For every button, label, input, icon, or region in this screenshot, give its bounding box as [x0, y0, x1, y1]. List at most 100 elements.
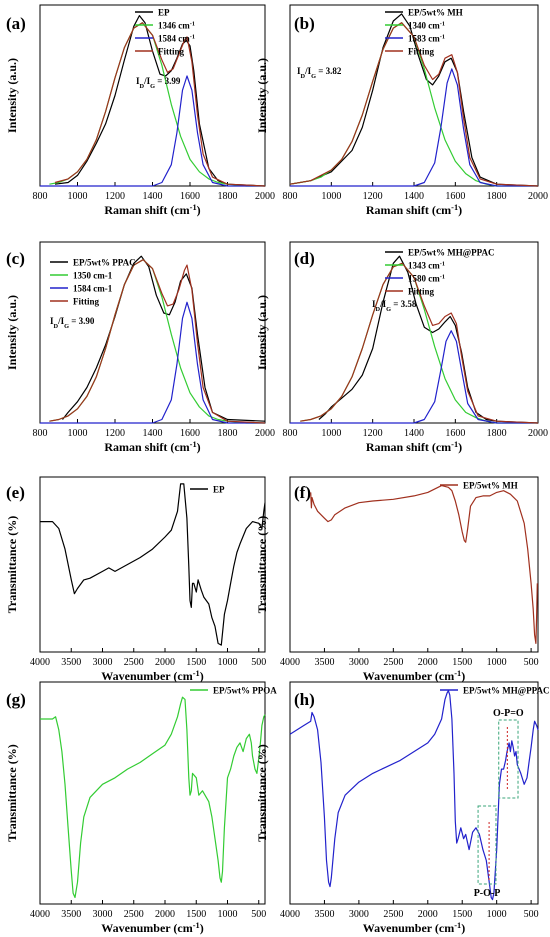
ratio-label: ID/IG = 3.90	[50, 316, 95, 330]
x-tick-label: 2000	[418, 909, 438, 920]
x-tick-label: 1000	[218, 909, 238, 920]
x-tick-label: 1200	[105, 428, 125, 439]
legend-entry: EP	[213, 485, 225, 495]
x-axis-label: Raman shift (cm-1)	[104, 203, 200, 218]
x-tick-label: 800	[33, 191, 48, 202]
y-axis-label: Intensity (a.u.)	[5, 295, 19, 370]
legend-entry: EP/5wt% MH@PPAC	[463, 686, 549, 696]
p-o-p-box	[477, 805, 497, 885]
x-tick-label: 2500	[383, 909, 403, 920]
panel-label: (f)	[294, 483, 311, 502]
x-tick-label: 1400	[143, 428, 163, 439]
x-tick-label: 1000	[487, 909, 507, 920]
x-tick-label: 1600	[180, 428, 200, 439]
legend-entry: EP	[158, 8, 170, 18]
ratio-label: ID/IG = 3.58	[372, 299, 417, 313]
panel-d: 800 1000 1200 1400 1600 1800 2000 Raman shift (…	[255, 241, 548, 454]
y-axis-label: Intensity (a.u.)	[255, 58, 269, 133]
x-tick-label: 3500	[314, 657, 334, 668]
x-tick-label: 1500	[452, 909, 472, 920]
legend-entry: 1580 cm-1	[408, 273, 445, 284]
x-tick-label: 2000	[528, 428, 548, 439]
x-axis-label: Wavenumber (cm-1)	[101, 921, 203, 936]
x-tick-label: 2000	[155, 657, 175, 668]
x-tick-label: 500	[524, 657, 539, 668]
panel-label: (b)	[294, 14, 315, 33]
y-axis-label: Intensity (a.u.)	[5, 58, 19, 133]
legend-entry: 1584 cm-1	[73, 284, 113, 294]
x-tick-label: 800	[283, 428, 298, 439]
panel-h: 4000 3500 3000 2500 2000 1500 1000 500 Wavenumbe…	[255, 681, 549, 936]
x-tick-label: 2500	[124, 909, 144, 920]
series-line	[289, 22, 539, 187]
x-tick-label: 2000	[155, 909, 175, 920]
series-line	[310, 485, 538, 645]
series-line	[54, 15, 266, 187]
panel-b: 800 1000 1200 1400 1600 1800 2000 Raman shift (…	[255, 4, 548, 217]
x-tick-label: 500	[251, 657, 266, 668]
x-tick-label: 2500	[124, 657, 144, 668]
plot-frame	[289, 4, 539, 187]
plot-frame	[39, 476, 266, 653]
x-tick-label: 4000	[280, 657, 300, 668]
x-tick-label: 3000	[93, 657, 113, 668]
y-axis-label: Transmittance (%)	[255, 744, 269, 841]
series-line	[40, 301, 265, 424]
x-tick-label: 3000	[349, 657, 369, 668]
x-tick-label: 1200	[363, 191, 383, 202]
legend-entry: EP/5wt% PPOA	[213, 686, 277, 696]
legend-entry: Fitting	[408, 287, 434, 297]
x-tick-label: 500	[524, 909, 539, 920]
x-tick-label: 500	[251, 909, 266, 920]
x-axis-label: Wavenumber (cm-1)	[363, 921, 465, 936]
panel-label: (a)	[6, 14, 26, 33]
x-tick-label: 3000	[349, 909, 369, 920]
x-tick-label: 1500	[452, 657, 472, 668]
x-tick-label: 1000	[218, 657, 238, 668]
panel-label: (c)	[6, 249, 25, 268]
series-line	[289, 690, 539, 901]
panel-a: 800 1000 1200 1400 1600 1800 2000 Raman shift (…	[5, 4, 275, 218]
series-line	[318, 255, 539, 424]
panel-label: (e)	[6, 483, 25, 502]
x-tick-label: 2000	[418, 657, 438, 668]
legend-entry: EP/5wt% MH@PPAC	[408, 248, 494, 258]
x-tick-label: 1600	[180, 191, 200, 202]
x-tick-label: 1500	[186, 909, 206, 920]
series-line	[49, 259, 266, 424]
plot-frame	[39, 681, 266, 905]
x-tick-label: 1000	[487, 657, 507, 668]
legend-entry: EP/5wt% PPAC	[73, 258, 136, 268]
x-tick-label: 2000	[255, 191, 275, 202]
annotation-p-o-p: P-O-P	[474, 888, 501, 899]
legend-entry: 1340 cm-1	[408, 20, 445, 31]
series-line	[62, 255, 266, 422]
legend-entry: EP/5wt% MH	[408, 8, 463, 18]
x-tick-label: 1800	[487, 428, 507, 439]
legend-entry: 1343 cm-1	[408, 260, 445, 271]
legend-entry: Fitting	[158, 47, 184, 57]
x-tick-label: 3500	[61, 909, 81, 920]
panel-f: 4000 3500 3000 2500 2000 1500 1000 500 Wavenumbe…	[255, 476, 539, 684]
x-tick-label: 1200	[105, 191, 125, 202]
x-tick-label: 800	[33, 428, 48, 439]
series-line	[289, 13, 539, 187]
legend-entry: 1584 cm-1	[158, 33, 195, 44]
legend-entry: 1583 cm-1	[408, 33, 445, 44]
x-tick-label: 1400	[143, 191, 163, 202]
x-tick-label: 1000	[68, 191, 88, 202]
series-line	[290, 68, 538, 187]
legend-entry: 1350 cm-1	[73, 271, 113, 281]
panel-g: 4000 3500 3000 2500 2000 1500 1000 500 Wavenumbe…	[5, 681, 277, 936]
x-tick-label: 1600	[445, 428, 465, 439]
series-line	[300, 262, 539, 424]
x-axis-label: Wavenumber (cm-1)	[363, 669, 465, 684]
x-tick-label: 2000	[528, 191, 548, 202]
x-tick-label: 2500	[383, 657, 403, 668]
series-line	[40, 75, 265, 187]
plot-frame	[39, 4, 266, 187]
plot-frame	[289, 476, 539, 653]
y-axis-label: Transmittance (%)	[5, 744, 19, 841]
series-line	[54, 22, 266, 187]
y-axis-label: Transmittance (%)	[5, 516, 19, 613]
